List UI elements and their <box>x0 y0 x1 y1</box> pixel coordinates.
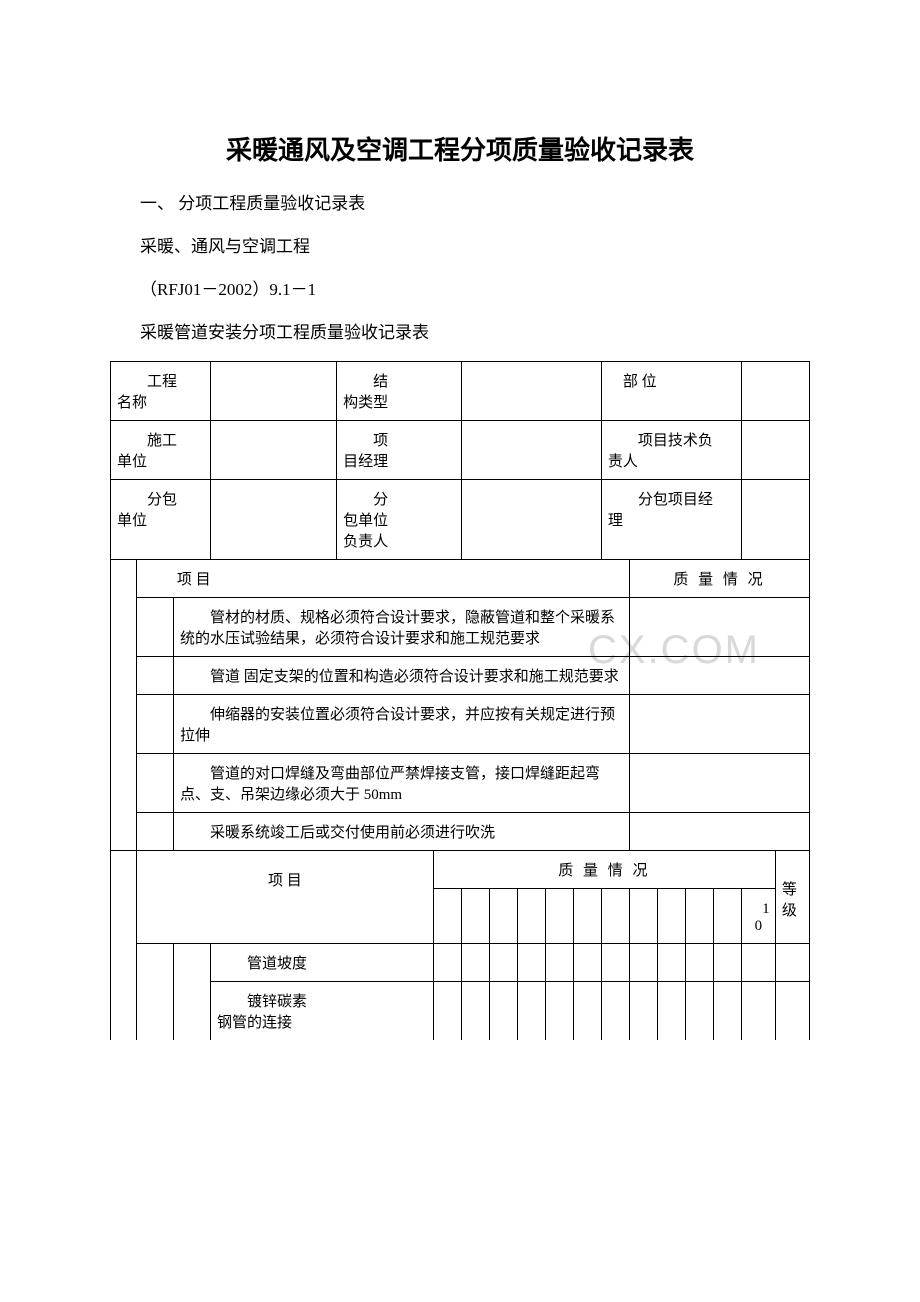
s1-row3: 伸缩器的安装位置必须符合设计要求，并应按有关规定进行预拉伸 <box>174 695 629 753</box>
text-line-3: （RFJ01－2002）9.1－1 <box>140 275 810 300</box>
table-row: 施工单位 项目经理 项目技术负责人 <box>111 421 810 480</box>
text-line-2: 采暖、通风与空调工程 <box>140 232 810 257</box>
page-title: 采暖通风及空调工程分项质量验收记录表 <box>110 130 810 167</box>
table-row: 镀锌碳素钢管的连接 <box>111 982 810 1041</box>
col-project-1: 项 目 <box>137 560 629 597</box>
table-row: 管道 固定支架的位置和构造必须符合设计要求和施工规范要求 <box>111 657 810 695</box>
table-row: 管道坡度 <box>111 944 810 982</box>
col-quality-2: 质 量 情 况 <box>434 851 775 888</box>
text-line-4: 采暖管道安装分项工程质量验收记录表 <box>140 318 810 343</box>
s1-row4: 管道的对口焊缝及弯曲部位严禁焊接支管，接口焊缝距起弯点、支、吊架边缘必须大于 5… <box>174 754 629 812</box>
col-project-2: 项 目 <box>137 851 433 908</box>
table-row: 管材的材质、规格必须符合设计要求，隐蔽管道和整个采暖系统的水压试验结果，必须符合… <box>111 598 810 657</box>
heading-section-1: 一、 分项工程质量验收记录表 <box>140 189 810 214</box>
s1-row2: 管道 固定支架的位置和构造必须符合设计要求和施工规范要求 <box>174 657 629 694</box>
table-row: 采暖系统竣工后或交付使用前必须进行吹洗 <box>111 813 810 851</box>
table-row: 分包单位 分包单位负责人 分包项目经理 <box>111 480 810 560</box>
col-quality-1: 质 量 情 况 <box>630 560 809 597</box>
table-row: 伸缩器的安装位置必须符合设计要求，并应按有关规定进行预拉伸 <box>111 695 810 754</box>
table-row: 项 目 质 量 情 况 等级 <box>111 851 810 889</box>
main-table: 工程名称 结构类型 部 位 施工单位 项目经理 项目技术负责人 分包单位 <box>110 361 810 1040</box>
table-row: 管道的对口焊缝及弯曲部位严禁焊接支管，接口焊缝距起弯点、支、吊架边缘必须大于 5… <box>111 754 810 813</box>
s1-row5: 采暖系统竣工后或交付使用前必须进行吹洗 <box>174 813 629 850</box>
s1-row1: 管材的材质、规格必须符合设计要求，隐蔽管道和整个采暖系统的水压试验结果，必须符合… <box>174 598 629 656</box>
table-row: 项 目 质 量 情 况 <box>111 560 810 598</box>
table-row: 工程名称 结构类型 部 位 <box>111 362 810 421</box>
